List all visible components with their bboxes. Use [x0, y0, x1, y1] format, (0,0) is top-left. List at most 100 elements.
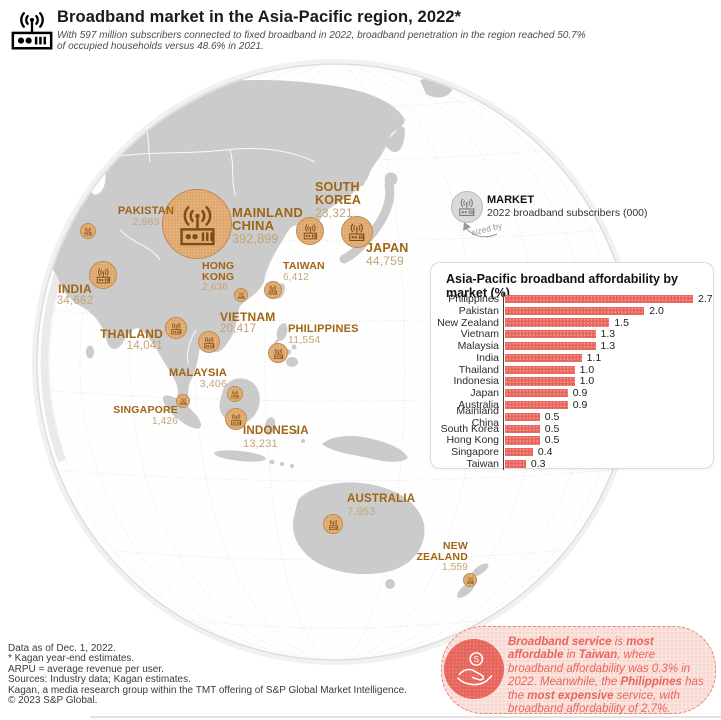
market-value: 1,559 [441, 562, 468, 574]
market-bubble-pakistan [80, 223, 96, 239]
chart-row-indonesia: Indonesia 1.0 [437, 375, 709, 387]
land-new-guinea [322, 435, 408, 462]
chart-rows: Philippines 2.7 Pakistan 2.0 New Zealand 1.5 V… [437, 292, 712, 470]
chart-bar [505, 318, 610, 327]
chart-value-label: 0.9 [572, 399, 588, 412]
chart-bar [505, 341, 596, 351]
footer-line: * Kagan year-end estimates. [8, 653, 135, 665]
chart-bar [505, 436, 540, 445]
market-label-south-korea: SOUTH KOREA 23,321 [315, 181, 425, 220]
land-java [214, 450, 266, 462]
chart-value-label: 0.4 [537, 446, 553, 459]
chart-bar [505, 353, 582, 362]
broadband-tower-icon [301, 222, 320, 241]
chart-value-label: 2.0 [649, 304, 664, 317]
market-value: 2,983 [132, 216, 160, 229]
chart-category-label: Mainland China [456, 404, 499, 429]
chart-bar [505, 294, 693, 303]
chart-row-vietnam: Vietnam 1.3 [437, 328, 709, 340]
market-label-mainland-china: MAINLAND CHINA 392,899 [232, 206, 352, 246]
market-name: JAPAN [366, 241, 409, 255]
chart-bar [505, 448, 533, 457]
subtitle-line-2: of occupied households versus 48.6% in 2… [57, 41, 264, 52]
chart-row-mainland-china: Mainland China 0.5 [437, 405, 709, 429]
chart-row-hong-kong: Hong Kong 0.5 [437, 434, 709, 447]
market-name: THAILAND [100, 327, 163, 341]
page-title: Broadband market in the Asia-Pacific reg… [57, 8, 462, 26]
chart-row-pakistan: Pakistan 2.0 [437, 305, 709, 317]
market-bubble-malaysia [227, 386, 243, 402]
chart-row-japan: Japan 0.9 [437, 387, 709, 399]
legend-title: MARKET [487, 194, 535, 206]
chart-bar [505, 424, 540, 433]
market-label-japan: JAPAN 44,759 [366, 242, 476, 268]
chart-row-malaysia: Malaysia 1.3 [437, 340, 709, 352]
broadband-tower-icon [94, 266, 113, 285]
chart-bar [505, 365, 575, 374]
chart-value-label: 2.7 [698, 292, 713, 305]
country-borders [94, 95, 316, 365]
chart-bar [505, 330, 596, 339]
market-label-singapore: SINGAPORE 1,426 [88, 405, 178, 427]
chart-value-label: 1.0 [579, 363, 595, 376]
footer-notes: Data as of Dec. 1, 2022. * Kagan year-end… [8, 643, 407, 706]
chart-category-label: Japan [470, 387, 499, 400]
market-label-hong-kong: HONG KONG 2,636 [202, 260, 282, 294]
market-label-thailand: THAILAND 14,041 [73, 328, 163, 353]
market-bubble-hong-kong [234, 288, 248, 302]
market-bubble-indonesia [225, 408, 247, 430]
chart-value-label: 1.5 [614, 316, 629, 329]
market-label-malaysia: MALAYSIA 3,406 [137, 367, 227, 391]
market-bubble-japan [341, 216, 373, 248]
chart-category-label: Pakistan [458, 304, 499, 317]
market-label-indonesia: INDONESIA 13,231 [243, 425, 353, 450]
broadband-tower-icon [179, 397, 188, 406]
chart-value-label: 1.3 [600, 340, 616, 353]
market-label-pakistan: PAKISTAN 2,983 [101, 205, 191, 229]
market-name: INDIA [58, 282, 92, 296]
chart-category-label: Malaysia [457, 340, 499, 353]
market-name: KOREA [315, 192, 362, 207]
market-name: INDONESIA [243, 425, 309, 437]
chart-category-label: Thailand [458, 363, 499, 376]
chart-category-label: Vietnam [460, 328, 499, 341]
market-label-new-zealand: NEW ZEALAND 1,559 [378, 541, 468, 574]
market-name: AUSTRALIA [347, 493, 416, 505]
land-sumatra [162, 395, 202, 429]
chart-category-label: Australia [458, 399, 499, 412]
market-name: CHINA [232, 218, 275, 234]
chart-row-singapore: Singapore 0.4 [437, 446, 709, 458]
broadband-tower-icon [169, 321, 183, 335]
market-name: SINGAPORE [113, 404, 178, 416]
kagan-logo-icon [11, 12, 53, 50]
market-value: 392,899 [232, 231, 279, 246]
market-bubble-new-zealand [463, 573, 477, 587]
chart-category-label: South Korea [440, 422, 499, 435]
chart-bar [505, 377, 575, 386]
broadband-tower-icon [346, 221, 368, 243]
land-sakhalin [360, 150, 372, 186]
chart-category-label: Philippines [448, 292, 499, 305]
land-nz-north [471, 563, 489, 577]
market-value: 13,231 [243, 437, 278, 450]
market-value: 34,662 [56, 295, 94, 308]
chart-row-south-korea: South Korea 0.5 [437, 423, 709, 435]
chart-category-label: Hong Kong [446, 434, 499, 447]
market-value: 3,406 [199, 378, 227, 391]
market-label-philippines: PHILIPPINES 11,554 [288, 323, 398, 347]
chart-bar [505, 389, 568, 398]
market-bubble-taiwan [264, 281, 282, 299]
footer-line: Data as of Dec. 1, 2022. [8, 643, 116, 654]
callout-text: Broadband service is most affordable in … [508, 636, 704, 716]
market-name: HONG [202, 260, 235, 272]
market-value: 7,953 [347, 505, 376, 518]
market-bubble-vietnam [198, 331, 220, 353]
market-bubble-mainland-china [162, 189, 232, 259]
legend-bubble [451, 191, 483, 223]
broadband-tower-icon [83, 226, 93, 236]
chart-value-label: 1.3 [600, 328, 616, 341]
horizon-shading [40, 261, 66, 463]
chart-value-label: 0.5 [544, 422, 560, 435]
market-value: 2,636 [202, 282, 229, 294]
